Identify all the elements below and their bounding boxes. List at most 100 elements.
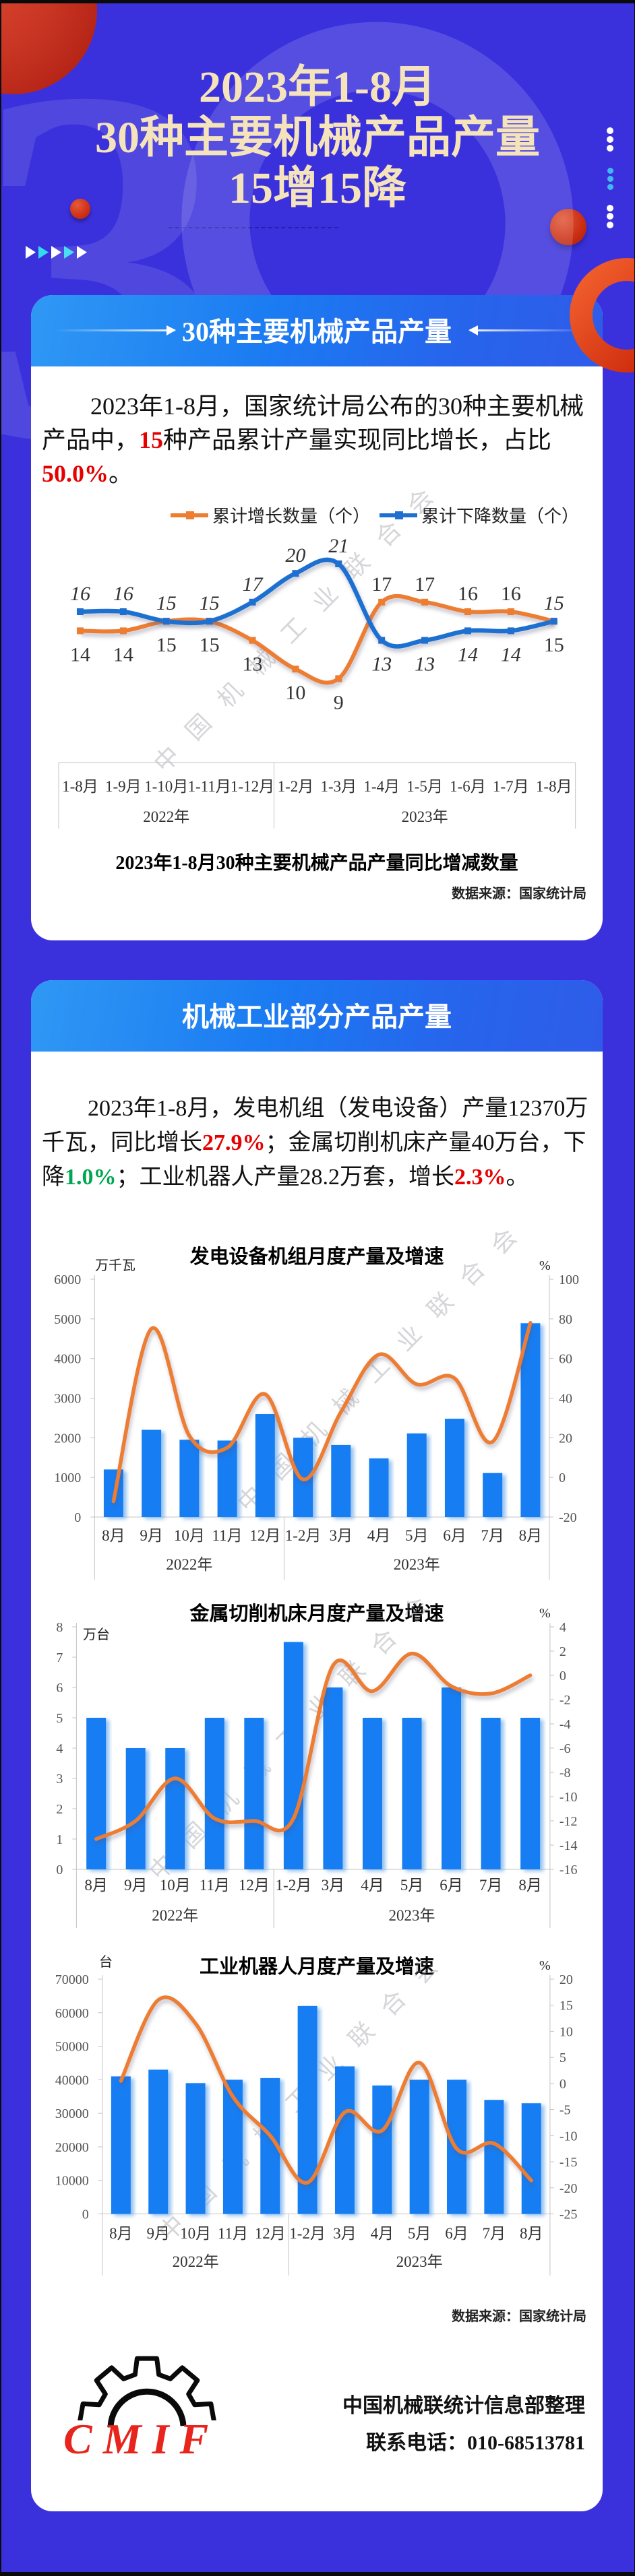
data-label: 16 <box>70 583 90 605</box>
left-tick-label: 4 <box>56 1741 63 1756</box>
bar <box>331 1444 351 1517</box>
chart-industrial-robots: 0 10000 20000 30000 40000 50000 60000 70000 -25 -… <box>55 1972 578 2276</box>
category-label: 5月 <box>400 1877 424 1894</box>
year-label: 2023年 <box>402 808 448 825</box>
teal-dot <box>607 176 613 182</box>
marker <box>119 627 127 635</box>
chart1-caption: 2023年1-8月30种主要机械产品产量同比增减数量 <box>115 853 518 874</box>
marker <box>249 598 256 606</box>
bar <box>165 1748 185 1869</box>
year-label: 2022年 <box>143 808 189 825</box>
card-product-output: 机械工业部分产品产量 中国机械工业联合会 中国机械工业联合会 中国机械工业联合会… <box>31 980 603 2511</box>
growth-line <box>119 1995 533 2185</box>
chartB-axes: 0 1 2 3 4 5 6 7 8 -16 -14 -12 -10 -8 -6 -4 -2 0 2 4 <box>56 1620 577 1877</box>
chartB-bars <box>86 1642 541 1869</box>
right-tick-label: -8 <box>560 1766 571 1780</box>
card2-source: 数据来源：国家统计局 <box>452 2309 586 2324</box>
marker <box>550 618 557 625</box>
card1-title: 30种主要机械产品产量 <box>182 317 452 347</box>
bar <box>217 1440 237 1517</box>
data-label: 17 <box>371 573 392 595</box>
marker <box>507 608 514 615</box>
marker <box>378 598 386 606</box>
left-tick-label: 6000 <box>54 1273 81 1287</box>
bar <box>244 1718 264 1869</box>
paragraph-line: 千瓦，同比增长27.9%；金属切削机床产量40万台，下 <box>42 1126 586 1160</box>
category-label: 10月 <box>180 2225 211 2242</box>
right-tick-label: 15 <box>560 1999 573 2014</box>
white-dot <box>607 222 613 228</box>
category-label: 7月 <box>481 1527 504 1544</box>
marker <box>421 637 429 644</box>
category-label: 10月 <box>160 1877 191 1894</box>
marker <box>249 637 256 644</box>
data-label: 16 <box>113 583 133 605</box>
data-label: 10 <box>285 682 305 704</box>
bar <box>372 2085 392 2214</box>
right-tick-label: 20 <box>560 1972 573 1987</box>
bar <box>409 2080 429 2214</box>
right-tick-label: 2 <box>560 1644 566 1659</box>
category-label: 9月 <box>146 2225 170 2242</box>
right-tick-label: 40 <box>559 1392 572 1407</box>
bar <box>204 1718 224 1869</box>
left-tick-label: 5 <box>56 1711 63 1726</box>
marker <box>292 666 299 673</box>
chartA-bars <box>103 1323 541 1517</box>
paragraph-line: 降1.0%；工业机器人产量28.2万套，增长2.3%。 <box>42 1160 586 1194</box>
card1-arrow-right-icon <box>468 325 587 335</box>
left-tick-label: 7 <box>56 1650 63 1665</box>
text-segment-accent: 50.0% <box>42 460 109 487</box>
chart-power-generation: 0 1000 2000 3000 4000 5000 6000 -20 0 20 40 60 80 100… <box>54 1273 579 1580</box>
chartA-category-axis: 8月 9月 10月 11月 12月 1-2月 3月 4月 5月 6月 7月 8月 2022年 2023年 <box>94 1517 550 1580</box>
triangle-icon <box>64 246 74 259</box>
teal-dot <box>607 168 613 174</box>
card1-arrow-left-icon <box>55 325 176 335</box>
chartA-unit-left: 万千瓦 <box>95 1258 135 1273</box>
bar <box>369 1458 389 1517</box>
marker <box>335 560 342 567</box>
series-decrease-line <box>80 557 555 649</box>
category-label: 7月 <box>479 1877 503 1894</box>
category-label: 3月 <box>322 1877 345 1894</box>
data-label: 9 <box>334 691 344 713</box>
category-label: 1-8月 <box>536 778 572 795</box>
bar <box>520 1323 541 1517</box>
marker <box>378 637 386 644</box>
left-tick-label: 20000 <box>55 2140 89 2155</box>
category-label: 9月 <box>124 1877 148 1894</box>
page-title-line2: 30种主要机械产品产量 <box>95 113 540 162</box>
category-label: 1-2月 <box>289 2225 326 2242</box>
data-label: 14 <box>458 643 478 666</box>
card1-paragraph: 2023年1-8月，国家统计局公布的30种主要机械 产品中，15种产品累计产量实现… <box>42 389 586 490</box>
text-segment: 种产品累计产量实现同比增长，占比 <box>163 426 552 453</box>
red-ring-circle <box>570 258 635 373</box>
year-label: 2023年 <box>396 2253 443 2270</box>
edge-top <box>0 0 635 3</box>
arrow-shaft <box>470 329 587 331</box>
decor-dashed-line <box>169 227 338 228</box>
data-label: 17 <box>243 573 264 595</box>
category-label: 5月 <box>408 2225 431 2242</box>
text-segment: 2023年1-8月，国家统计局公布的30种主要机械 <box>90 393 584 420</box>
category-label: 3月 <box>330 1527 353 1544</box>
card2-header-band: 机械工业部分产品产量 <box>31 980 603 1052</box>
left-tick-label: 60000 <box>55 2006 89 2021</box>
chartA-axes: 0 1000 2000 3000 4000 5000 6000 -20 0 20 40 60 80 100 <box>54 1273 579 1525</box>
gear-icon <box>78 2356 216 2420</box>
page-title-line3: 15增15降 <box>229 164 406 213</box>
right-tick-label: -6 <box>560 1741 571 1756</box>
category-label: 9月 <box>140 1527 163 1544</box>
bar <box>481 1718 501 1869</box>
footer-contact: 中国机械联统计信息部整理 联系电话：010-68513781 <box>248 2387 585 2461</box>
category-label: 8月 <box>84 1877 108 1894</box>
category-label: 1-5月 <box>406 778 443 795</box>
text-segment-accent: 1.0% <box>65 1165 117 1190</box>
left-tick-label: 3000 <box>54 1392 81 1407</box>
bar <box>185 2083 206 2214</box>
left-tick-label: 5000 <box>54 1312 81 1327</box>
chart1-series-lines <box>80 557 555 685</box>
right-tick-label: -25 <box>560 2208 578 2222</box>
right-tick-label: 4 <box>560 1620 566 1635</box>
data-label: 14 <box>113 643 133 666</box>
